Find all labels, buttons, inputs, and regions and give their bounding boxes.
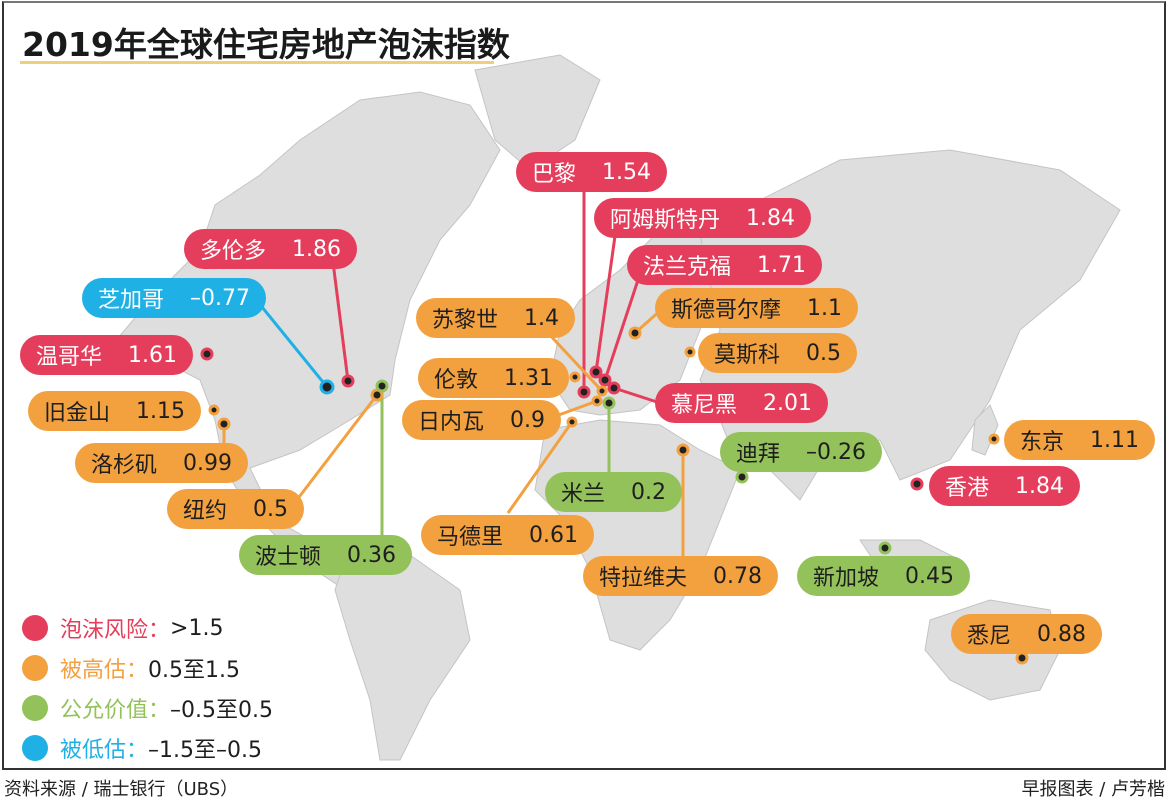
label-toronto: 多伦多 1.86 [184,229,357,269]
marker-stockholm [628,326,642,340]
marker-milan [602,396,616,410]
label-newyork: 纽约 0.5 [167,489,305,529]
marker-boston [375,379,389,393]
marker-singapore [878,541,892,555]
label-hongkong: 香港 1.84 [929,466,1080,506]
connector-amsterdam [594,235,617,373]
source-credit: 资料来源 / 瑞士银行（UBS） [4,779,239,800]
south-america-landmass [334,554,471,761]
label-sanfrancisco: 旧金山 1.15 [28,391,201,431]
label-madrid: 马德里 0.61 [421,515,594,555]
marker-munich [607,381,621,395]
marker-dubai [735,470,749,484]
marker-sydney [1015,651,1029,665]
overvalued-dot-icon [22,655,48,681]
label-munich: 慕尼黑 2.01 [655,383,828,423]
label-dubai: 迪拜 –0.26 [720,432,882,472]
label-telaviv: 特拉维夫 0.78 [583,556,778,596]
label-zurich: 苏黎世 1.4 [416,298,576,338]
label-losangeles: 洛杉矶 0.99 [75,443,248,483]
marker-vancouver [200,347,214,361]
legend-item-fair-value: 公允价值： –0.5至0.5 [22,688,273,728]
label-vancouver: 温哥华 1.61 [20,335,193,375]
label-sydney: 悉尼 0.88 [951,614,1102,654]
greenland-landmass [474,54,601,171]
label-milan: 米兰 0.2 [545,472,683,512]
connector-munich [613,386,661,405]
marker-losangeles [217,417,231,431]
label-geneva: 日内瓦 0.9 [402,400,562,440]
connector-newyork [291,394,379,506]
marker-moscow [684,346,696,358]
label-frankfurt: 法兰克福 1.71 [627,245,822,285]
legend-item-undervalued: 被低估： –1.5至–0.5 [22,728,273,768]
marker-sanfrancisco [208,404,220,416]
marker-london [569,371,581,383]
undervalued-dot-icon [22,735,48,761]
bubble-risk-dot-icon [22,615,48,641]
marker-tokyo [988,433,1000,445]
connector-toronto [331,261,350,382]
marker-geneva [591,395,603,407]
label-tokyo: 东京 1.11 [1004,420,1155,460]
label-boston: 波士顿 0.36 [239,535,412,575]
marker-hongkong [910,477,924,491]
marker-chicago [319,379,335,395]
legend-item-overvalued: 被高估： 0.5至1.5 [22,648,273,688]
marker-telaviv [676,443,690,457]
connector-chicago [260,306,329,388]
label-amsterdam: 阿姆斯特丹 1.84 [594,198,811,238]
title-underline [20,61,494,64]
legend-item-bubble-risk: 泡沫风险： >1.5 [22,608,273,648]
marker-amsterdam [589,365,603,379]
label-singapore: 新加坡 0.45 [797,556,970,596]
connector-geneva [555,399,598,418]
marker-zurich [596,385,608,397]
graphic-credit: 早报图表 / 卢芳楷 [1021,779,1165,800]
label-paris: 巴黎 1.54 [516,152,667,192]
connector-zurich [546,331,604,393]
label-chicago: 芝加哥 –0.77 [82,278,266,318]
fair-value-dot-icon [22,695,48,721]
page-title: 2019年全球住宅房地产泡沫指数 [22,25,510,64]
connector-frankfurt [603,279,640,381]
label-london: 伦敦 1.31 [418,358,569,398]
label-moscow: 莫斯科 0.5 [698,333,858,373]
legend: 泡沫风险： >1.5 被高估： 0.5至1.5 公允价值： –0.5至0.5 被… [22,608,273,768]
marker-paris [577,385,591,399]
marker-frankfurt [598,373,612,387]
label-stockholm: 斯德哥尔摩 1.1 [655,288,859,328]
connector-madrid [506,421,574,514]
marker-toronto [341,374,355,388]
marker-madrid [566,416,578,428]
